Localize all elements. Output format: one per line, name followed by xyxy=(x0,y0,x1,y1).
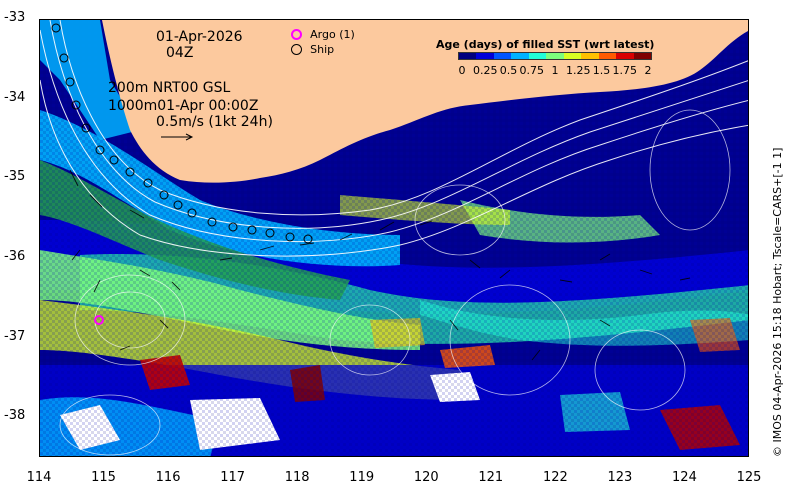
x-tick-label: 117 xyxy=(220,470,246,485)
colorbar-segment xyxy=(528,53,547,59)
x-tick-label: 118 xyxy=(284,470,310,485)
y-tick-label: -34 xyxy=(4,89,26,105)
isobath-contours xyxy=(40,20,748,257)
colorbar-segment xyxy=(511,53,529,59)
colorbar-tick-label: 0 xyxy=(458,64,466,77)
colorbar-tick-label: 1.75 xyxy=(612,64,638,77)
argo-legend: Argo (1) xyxy=(291,27,355,42)
colorbar-segment xyxy=(459,53,477,59)
colorbar-segment xyxy=(616,53,634,59)
x-tick-label: 122 xyxy=(542,470,568,485)
colorbar-segment xyxy=(493,53,512,59)
colorbar-tick-label: 0.75 xyxy=(519,64,545,77)
colorbar-segment xyxy=(598,53,617,59)
credit-text: © IMOS 04-Apr-2026 15:18 Hobart; Tscale=… xyxy=(771,147,784,457)
coastal-strip xyxy=(40,20,140,140)
argo-float-marker xyxy=(94,315,104,325)
x-tick-label: 114 xyxy=(26,470,52,485)
colorbar-segment xyxy=(633,53,651,59)
colorbar-tick-label: 1 xyxy=(551,64,559,77)
colorbar-tick-label: 2 xyxy=(644,64,652,77)
colorbar-tick-label: 0.25 xyxy=(473,64,498,77)
ship-legend-icon xyxy=(291,44,302,55)
colorbar-tick-label: 1.25 xyxy=(566,64,591,77)
x-tick-label: 119 xyxy=(349,470,375,485)
y-tick-label: -36 xyxy=(4,248,26,264)
x-tick-label: 116 xyxy=(155,470,181,485)
x-tick-label: 120 xyxy=(413,470,439,485)
x-tick-label: 125 xyxy=(736,470,762,485)
y-tick-label: -33 xyxy=(4,10,26,25)
date-label: 01-Apr-2026 xyxy=(156,29,243,45)
colorbar-title: Age (days) of filled SST (wrt latest) xyxy=(436,38,655,51)
vector-scale-arrow xyxy=(161,133,194,141)
ship-track xyxy=(51,23,313,244)
y-tick-label: -38 xyxy=(4,408,26,424)
contour-label-1000m: 1000m01-Apr 00:00Z xyxy=(108,98,259,114)
argo-legend-icon xyxy=(291,29,302,40)
colorbar-segment xyxy=(476,53,494,59)
colorbar-segment xyxy=(563,53,582,59)
vector-scale-label: 0.5m/s (1kt 24h) xyxy=(156,114,273,130)
x-tick-label: 115 xyxy=(91,470,116,485)
sst-age-map xyxy=(40,20,748,456)
colorbar-tick-label: 1.5 xyxy=(592,64,611,77)
time-label: 04Z xyxy=(166,45,194,61)
x-tick-label: 123 xyxy=(607,470,633,485)
map-panel[interactable] xyxy=(39,19,749,457)
x-tick-label: 121 xyxy=(478,470,504,485)
colorbar-segment xyxy=(546,53,564,59)
ship-legend-label: Ship xyxy=(310,43,335,56)
colorbar xyxy=(458,52,652,60)
contour-label-200m: 200m NRT00 GSL xyxy=(108,80,231,96)
colorbar-segment xyxy=(581,53,599,59)
land-australia xyxy=(102,20,748,183)
x-tick-label: 124 xyxy=(672,470,697,485)
velocity-vectors xyxy=(69,169,691,361)
ship-legend: Ship xyxy=(291,42,334,57)
y-tick-label: -35 xyxy=(4,169,26,185)
y-tick-label: -37 xyxy=(4,328,26,344)
argo-legend-label: Argo (1) xyxy=(310,28,355,41)
colorbar-tick-label: 0.5 xyxy=(499,64,518,77)
